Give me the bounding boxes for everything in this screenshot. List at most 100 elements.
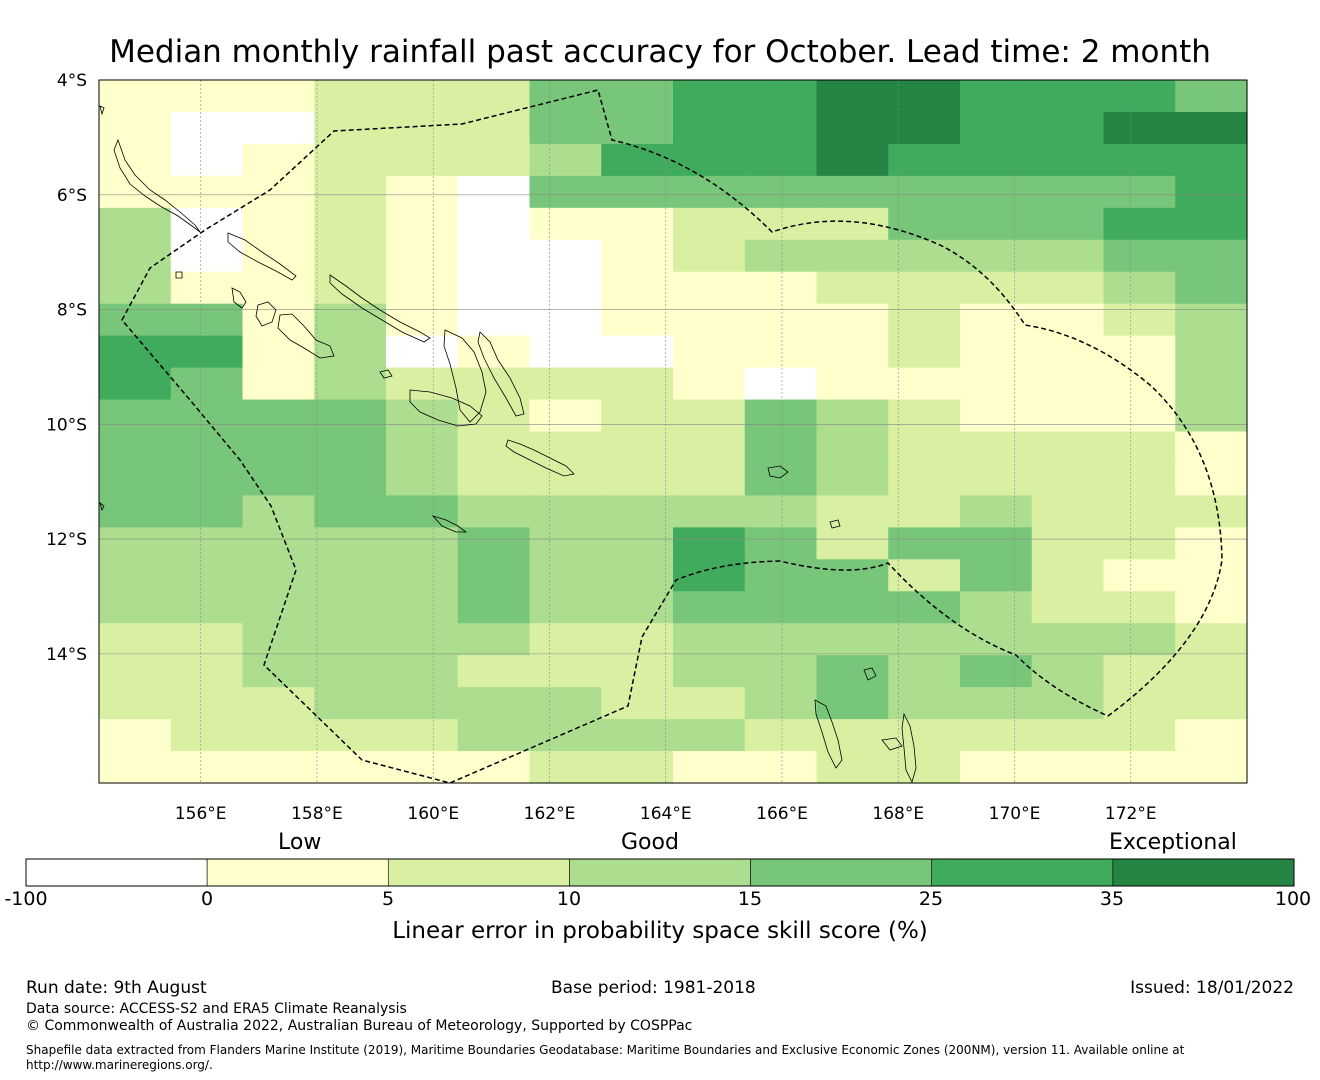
- grid-cell: [386, 751, 459, 784]
- colorbar-segment: [750, 858, 933, 887]
- grid-cell: [170, 623, 244, 656]
- grid-cell: [314, 335, 387, 369]
- grid-cell: [386, 527, 459, 560]
- grid-cell: [601, 111, 674, 145]
- grid-cell: [314, 687, 387, 720]
- grid-cell: [601, 80, 674, 113]
- grid-cell: [673, 495, 746, 528]
- grid-cell: [1031, 431, 1105, 465]
- grid-cell: [242, 495, 315, 528]
- latitude-tick-label: 4°S: [57, 71, 87, 91]
- grid-cell: [1103, 271, 1176, 305]
- grid-cell: [888, 111, 961, 145]
- shapefile-credit: Shapefile data extracted from Flanders M…: [26, 1043, 1185, 1057]
- grid-cell: [314, 175, 387, 209]
- grid-cell: [1031, 175, 1105, 209]
- grid-cell: [529, 239, 602, 273]
- grid-cell: [744, 719, 818, 752]
- grid-cell: [99, 239, 172, 273]
- grid-cell: [673, 399, 746, 433]
- grid-cell: [386, 463, 459, 496]
- grid-cell: [170, 303, 244, 337]
- grid-cell: [242, 655, 315, 688]
- grid-cell: [457, 111, 531, 145]
- grid-cell: [242, 80, 315, 113]
- grid-cell: [888, 751, 961, 784]
- grid-cell: [457, 495, 531, 528]
- grid-cell: [601, 207, 674, 241]
- grid-cell: [1103, 303, 1176, 337]
- colorbar-category-good: Good: [621, 830, 679, 855]
- run-date: Run date: 9th August: [26, 978, 207, 998]
- latitude-tick-label: 6°S: [57, 186, 87, 206]
- grid-cell: [457, 303, 531, 337]
- grid-cell: [1031, 303, 1105, 337]
- grid-cell: [673, 527, 746, 560]
- grid-cell: [1175, 655, 1248, 688]
- grid-cell: [888, 303, 961, 337]
- grid-cell: [1031, 655, 1105, 688]
- longitude-tick-label: 170°E: [989, 804, 1041, 824]
- colorbar-tick: 0: [200, 888, 214, 910]
- grid-cell: [242, 271, 315, 305]
- grid-cell: [960, 143, 1033, 177]
- grid-cell: [601, 239, 674, 273]
- grid-cell: [1175, 527, 1248, 560]
- colorbar-category-exceptional: Exceptional: [1109, 830, 1237, 855]
- grid-cell: [744, 591, 818, 624]
- grid-cell: [529, 431, 602, 465]
- grid-cell: [529, 559, 602, 592]
- grid-cell: [601, 367, 674, 401]
- grid-cell: [960, 111, 1033, 145]
- colorbar-segment: [206, 858, 389, 887]
- grid-cell: [457, 271, 531, 305]
- grid-cell: [601, 271, 674, 305]
- grid-cell: [816, 111, 889, 145]
- grid-cell: [314, 559, 387, 592]
- grid-cell: [744, 303, 818, 337]
- grid-cell: [601, 559, 674, 592]
- grid-cell: [960, 623, 1033, 656]
- grid-cell: [386, 655, 459, 688]
- grid-cell: [529, 399, 602, 433]
- grid-cell: [314, 399, 387, 433]
- grid-cell: [1031, 463, 1105, 496]
- grid-cell: [744, 367, 818, 401]
- grid-cell: [99, 495, 172, 528]
- grid-cell: [744, 271, 818, 305]
- grid-cell: [529, 175, 602, 209]
- grid-cell: [170, 719, 244, 752]
- grid-cell: [170, 271, 244, 305]
- grid-cell: [888, 175, 961, 209]
- grid-cell: [457, 687, 531, 720]
- grid-cell: [960, 463, 1033, 496]
- data-source: Data source: ACCESS-S2 and ERA5 Climate …: [26, 1001, 407, 1017]
- grid-cell: [386, 175, 459, 209]
- grid-cell: [744, 207, 818, 241]
- grid-cell: [457, 335, 531, 369]
- grid-cell: [601, 719, 674, 752]
- grid-cell: [314, 623, 387, 656]
- grid-cell: [242, 175, 315, 209]
- eez-boundary: [121, 89, 1223, 784]
- map-frame: [98, 79, 1248, 784]
- grid-cell: [816, 495, 889, 528]
- grid-cell: [1103, 80, 1176, 113]
- grid-cell: [242, 207, 315, 241]
- grid-cell: [1031, 559, 1105, 592]
- grid-cell: [314, 367, 387, 401]
- grid-cell: [314, 207, 387, 241]
- grid-cell: [457, 431, 531, 465]
- grid-cell: [529, 143, 602, 177]
- grid-cell: [673, 719, 746, 752]
- grid-cell: [242, 719, 315, 752]
- grid-cell: [673, 623, 746, 656]
- grid-cell: [744, 751, 818, 784]
- grid-cell: [1031, 111, 1105, 145]
- colorbar-tick: -100: [4, 888, 48, 910]
- grid-cell: [529, 623, 602, 656]
- grid-cell: [816, 239, 889, 273]
- colorbar-segment: [931, 858, 1114, 887]
- grid-cell: [170, 559, 244, 592]
